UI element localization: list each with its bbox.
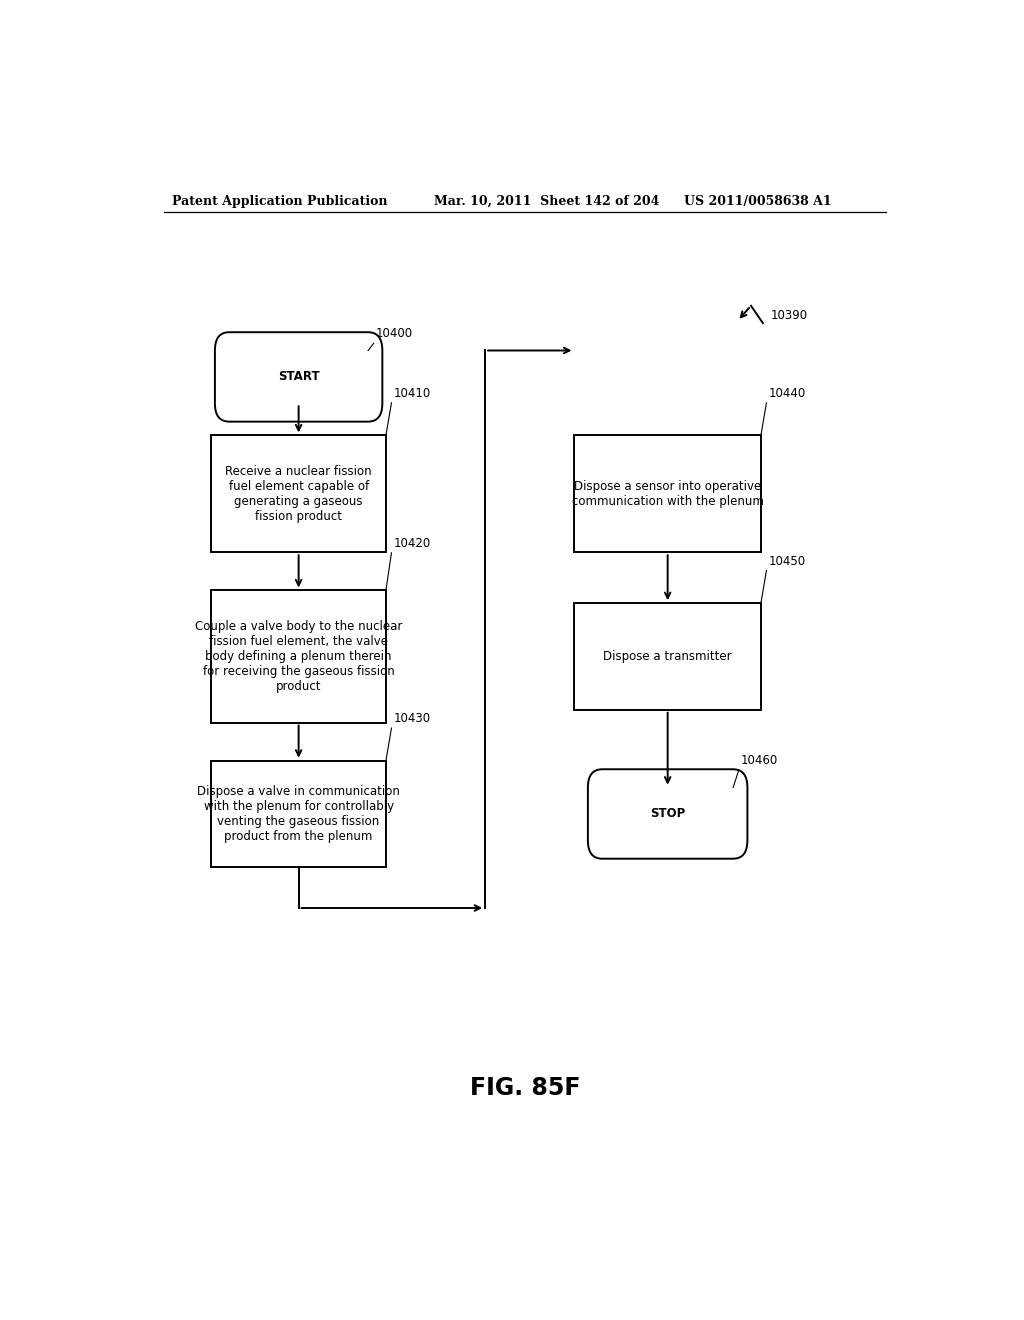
Text: US 2011/0058638 A1: US 2011/0058638 A1 [684, 194, 831, 207]
Text: 10430: 10430 [394, 711, 431, 725]
Text: Dispose a sensor into operative
communication with the plenum: Dispose a sensor into operative communic… [571, 479, 764, 508]
Text: 10390: 10390 [771, 309, 808, 322]
Bar [574, 436, 761, 552]
Bar [211, 590, 386, 722]
Text: FIG. 85F: FIG. 85F [470, 1076, 580, 1101]
FancyBboxPatch shape [588, 770, 748, 859]
Text: Couple a valve body to the nuclear
fission fuel element, the valve
body defining: Couple a valve body to the nuclear fissi… [195, 620, 402, 693]
Text: 10400: 10400 [376, 327, 413, 341]
Text: Dispose a transmitter: Dispose a transmitter [603, 649, 732, 663]
Text: 10410: 10410 [394, 387, 431, 400]
Text: 10440: 10440 [769, 387, 806, 400]
Text: Mar. 10, 2011  Sheet 142 of 204: Mar. 10, 2011 Sheet 142 of 204 [433, 194, 658, 207]
Text: 10420: 10420 [394, 537, 431, 549]
Bar [211, 760, 386, 867]
Text: Patent Application Publication: Patent Application Publication [172, 194, 387, 207]
FancyBboxPatch shape [215, 333, 382, 421]
Text: 10450: 10450 [769, 554, 806, 568]
Bar [574, 603, 761, 710]
Bar [211, 436, 386, 552]
Text: START: START [278, 371, 319, 383]
Text: 10460: 10460 [741, 754, 778, 767]
Text: Receive a nuclear fission
fuel element capable of
generating a gaseous
fission p: Receive a nuclear fission fuel element c… [225, 465, 372, 523]
Text: Dispose a valve in communication
with the plenum for controllably
venting the ga: Dispose a valve in communication with th… [198, 785, 400, 843]
Text: STOP: STOP [650, 808, 685, 821]
